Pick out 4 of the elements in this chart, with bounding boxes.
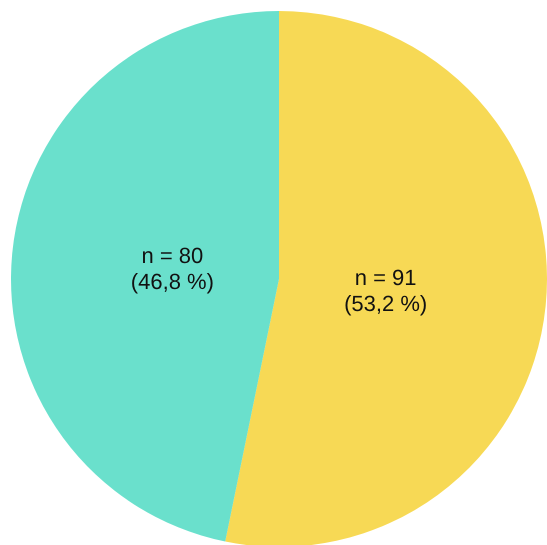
data-label: n = 91 (53,2 %) [344, 264, 428, 316]
pie-slice [11, 11, 279, 542]
pie-slice [225, 11, 547, 545]
data-label: n = 80 (46,8 %) [130, 243, 214, 294]
